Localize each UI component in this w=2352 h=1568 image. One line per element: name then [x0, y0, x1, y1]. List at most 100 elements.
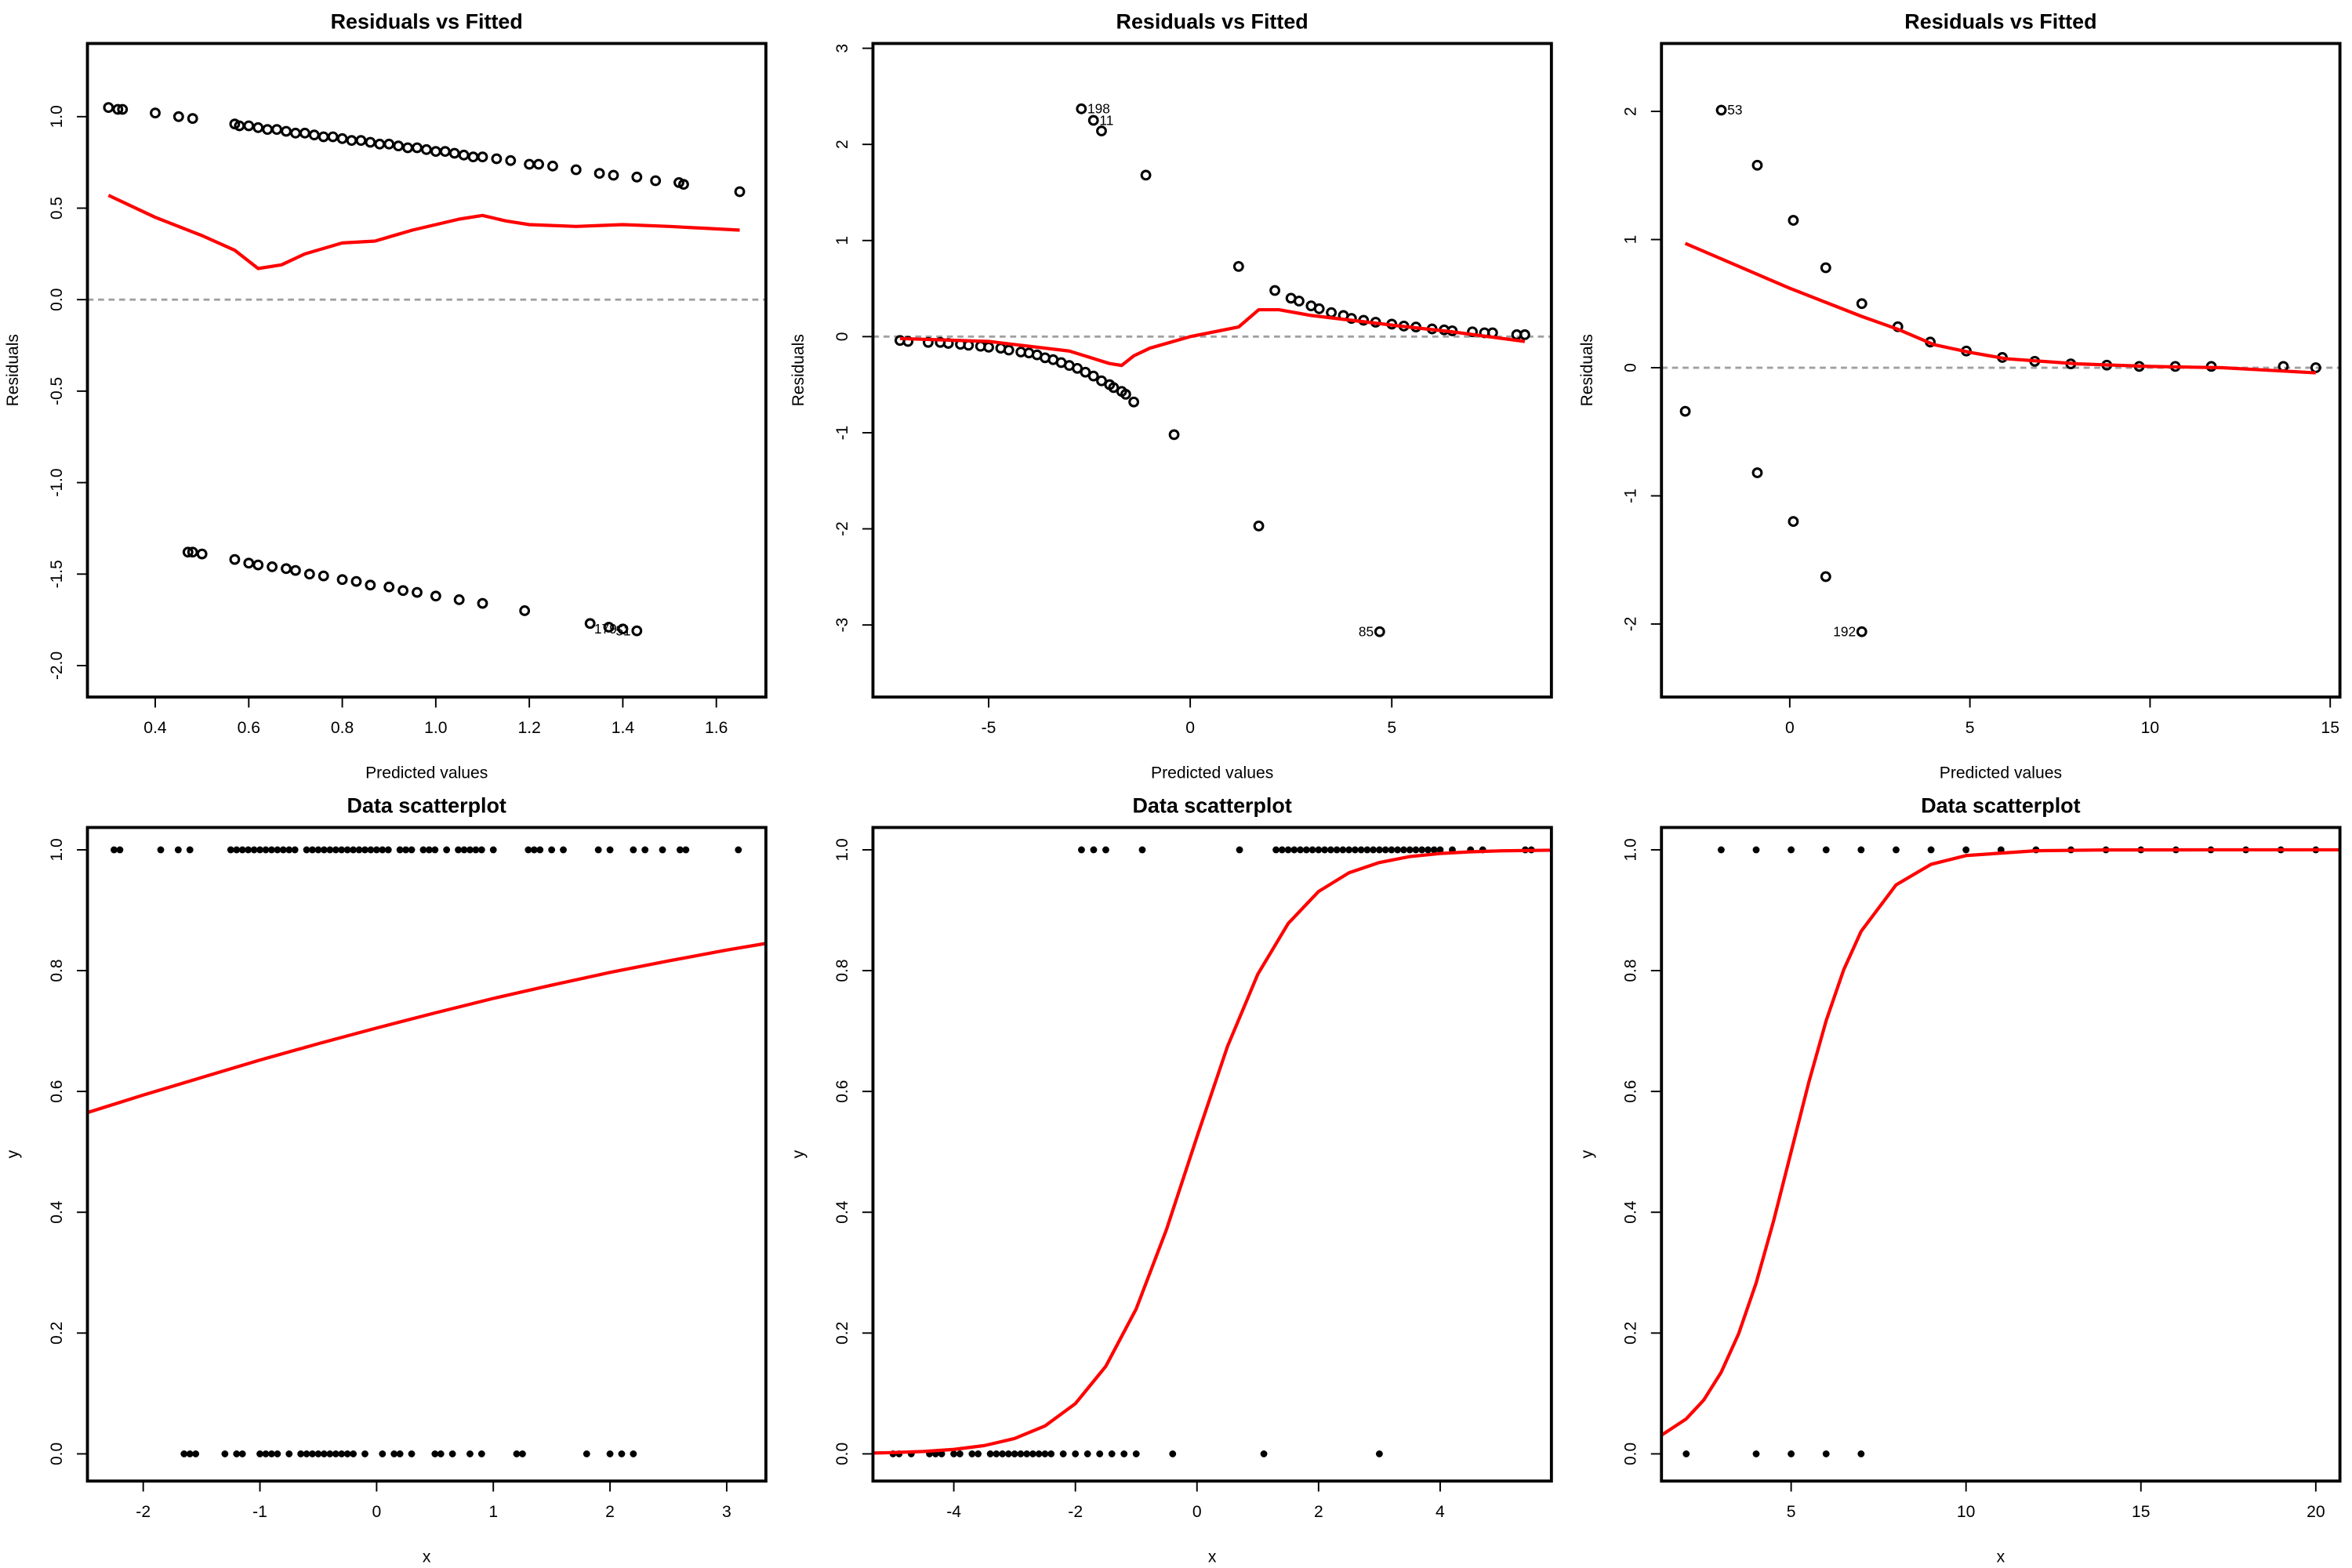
x-tick-label: 5 — [1387, 719, 1396, 737]
point — [412, 142, 423, 154]
point — [956, 1450, 964, 1457]
point — [477, 151, 488, 163]
point — [443, 846, 451, 854]
point — [291, 846, 299, 854]
point — [332, 1450, 339, 1457]
point — [938, 1450, 946, 1457]
y-tick-label: 1.0 — [1621, 838, 1639, 861]
point — [1168, 429, 1180, 441]
point — [472, 846, 480, 854]
y-tick-label: -2.0 — [48, 652, 66, 680]
x-tick-label: 1.0 — [424, 719, 447, 737]
panel: Data scatterplot x y -4 -2 0 2 4 0.0 0.2 0.4 0.6 0.8… — [789, 793, 1553, 1566]
plot-frame — [1660, 826, 2342, 1483]
y-axis-label: Residuals — [789, 334, 808, 406]
y-tick-label: -2 — [833, 521, 851, 536]
fit-line — [1661, 848, 2340, 1437]
fit-line — [873, 848, 1552, 1455]
y-tick-label: 2 — [833, 140, 851, 149]
y-tick-label: -2 — [1621, 617, 1639, 632]
y-axis-label: y — [789, 1150, 808, 1159]
point — [1140, 169, 1152, 181]
plot-frame — [871, 826, 1553, 1483]
point — [297, 1450, 305, 1457]
point — [455, 846, 462, 854]
x-tick-label: 3 — [722, 1503, 731, 1521]
point — [361, 846, 368, 854]
point — [314, 846, 322, 854]
fit-line — [107, 194, 740, 270]
x-tick-label: 10 — [2141, 719, 2160, 737]
point — [1011, 1450, 1018, 1457]
x-axis-label: Predicted values — [365, 764, 488, 782]
point — [505, 154, 517, 166]
point-label: 85 — [1359, 624, 1374, 640]
point-label: 53 — [1727, 102, 1742, 118]
point — [603, 622, 615, 633]
point — [460, 846, 468, 854]
point — [453, 594, 465, 605]
point — [1822, 846, 1830, 854]
point — [606, 846, 614, 854]
point — [1108, 382, 1120, 394]
point — [397, 585, 409, 597]
point — [256, 846, 263, 854]
x-tick-label: 20 — [2307, 1503, 2325, 1521]
point — [1717, 846, 1725, 854]
point — [631, 625, 643, 637]
point — [524, 158, 535, 170]
x-tick-label: -2 — [1068, 1503, 1083, 1521]
point — [1436, 846, 1444, 854]
x-tick-label: 0 — [372, 1503, 381, 1521]
point — [448, 147, 460, 159]
point — [993, 1450, 1000, 1457]
x-tick-label: 10 — [1957, 1503, 1976, 1521]
point — [641, 846, 649, 854]
point — [1375, 846, 1383, 854]
point — [1253, 520, 1265, 532]
point — [338, 1450, 346, 1457]
point — [1788, 846, 1795, 854]
point — [1096, 1450, 1104, 1457]
y-tick-label: 0.2 — [833, 1322, 851, 1345]
point — [631, 171, 643, 183]
point — [975, 1450, 982, 1457]
point — [1308, 846, 1316, 854]
point — [303, 1450, 310, 1457]
point — [390, 1450, 398, 1457]
y-tick-label: 1 — [1621, 235, 1639, 245]
point — [1315, 846, 1323, 854]
panel-title: Residuals vs Fitted — [331, 9, 523, 33]
y-tick-label: 0.2 — [1621, 1322, 1639, 1345]
y-tick-label: 0.4 — [48, 1200, 66, 1223]
y-tick-label: -3 — [833, 618, 851, 633]
y-tick-label: 0.4 — [1621, 1200, 1639, 1223]
point — [1072, 1450, 1080, 1457]
x-tick-label: 15 — [2321, 719, 2339, 737]
point — [1822, 1450, 1830, 1457]
point — [365, 579, 376, 591]
point — [570, 164, 582, 176]
point — [1284, 846, 1292, 854]
plot-frame — [871, 42, 1553, 699]
point — [1003, 344, 1014, 356]
point — [467, 151, 479, 163]
panel: Residuals vs Fitted Predicted values Resid… — [1578, 9, 2342, 782]
point — [355, 135, 367, 147]
point — [180, 1450, 188, 1457]
point — [536, 846, 544, 854]
point — [1357, 846, 1365, 854]
panel: Data scatterplot x y 5 10 15 20 0.0 0.2 0.4 0.6 0.8… — [1578, 793, 2342, 1566]
point — [1394, 846, 1402, 854]
point — [1425, 846, 1432, 854]
point — [533, 158, 544, 170]
point — [491, 153, 503, 165]
y-tick-label: 0.0 — [48, 289, 66, 311]
y-axis-label: Residuals — [4, 334, 22, 406]
point — [999, 1450, 1007, 1457]
point — [374, 138, 386, 150]
point — [950, 1450, 958, 1457]
point — [262, 124, 274, 136]
point — [309, 846, 316, 854]
y-tick-label: 0 — [1621, 363, 1639, 372]
